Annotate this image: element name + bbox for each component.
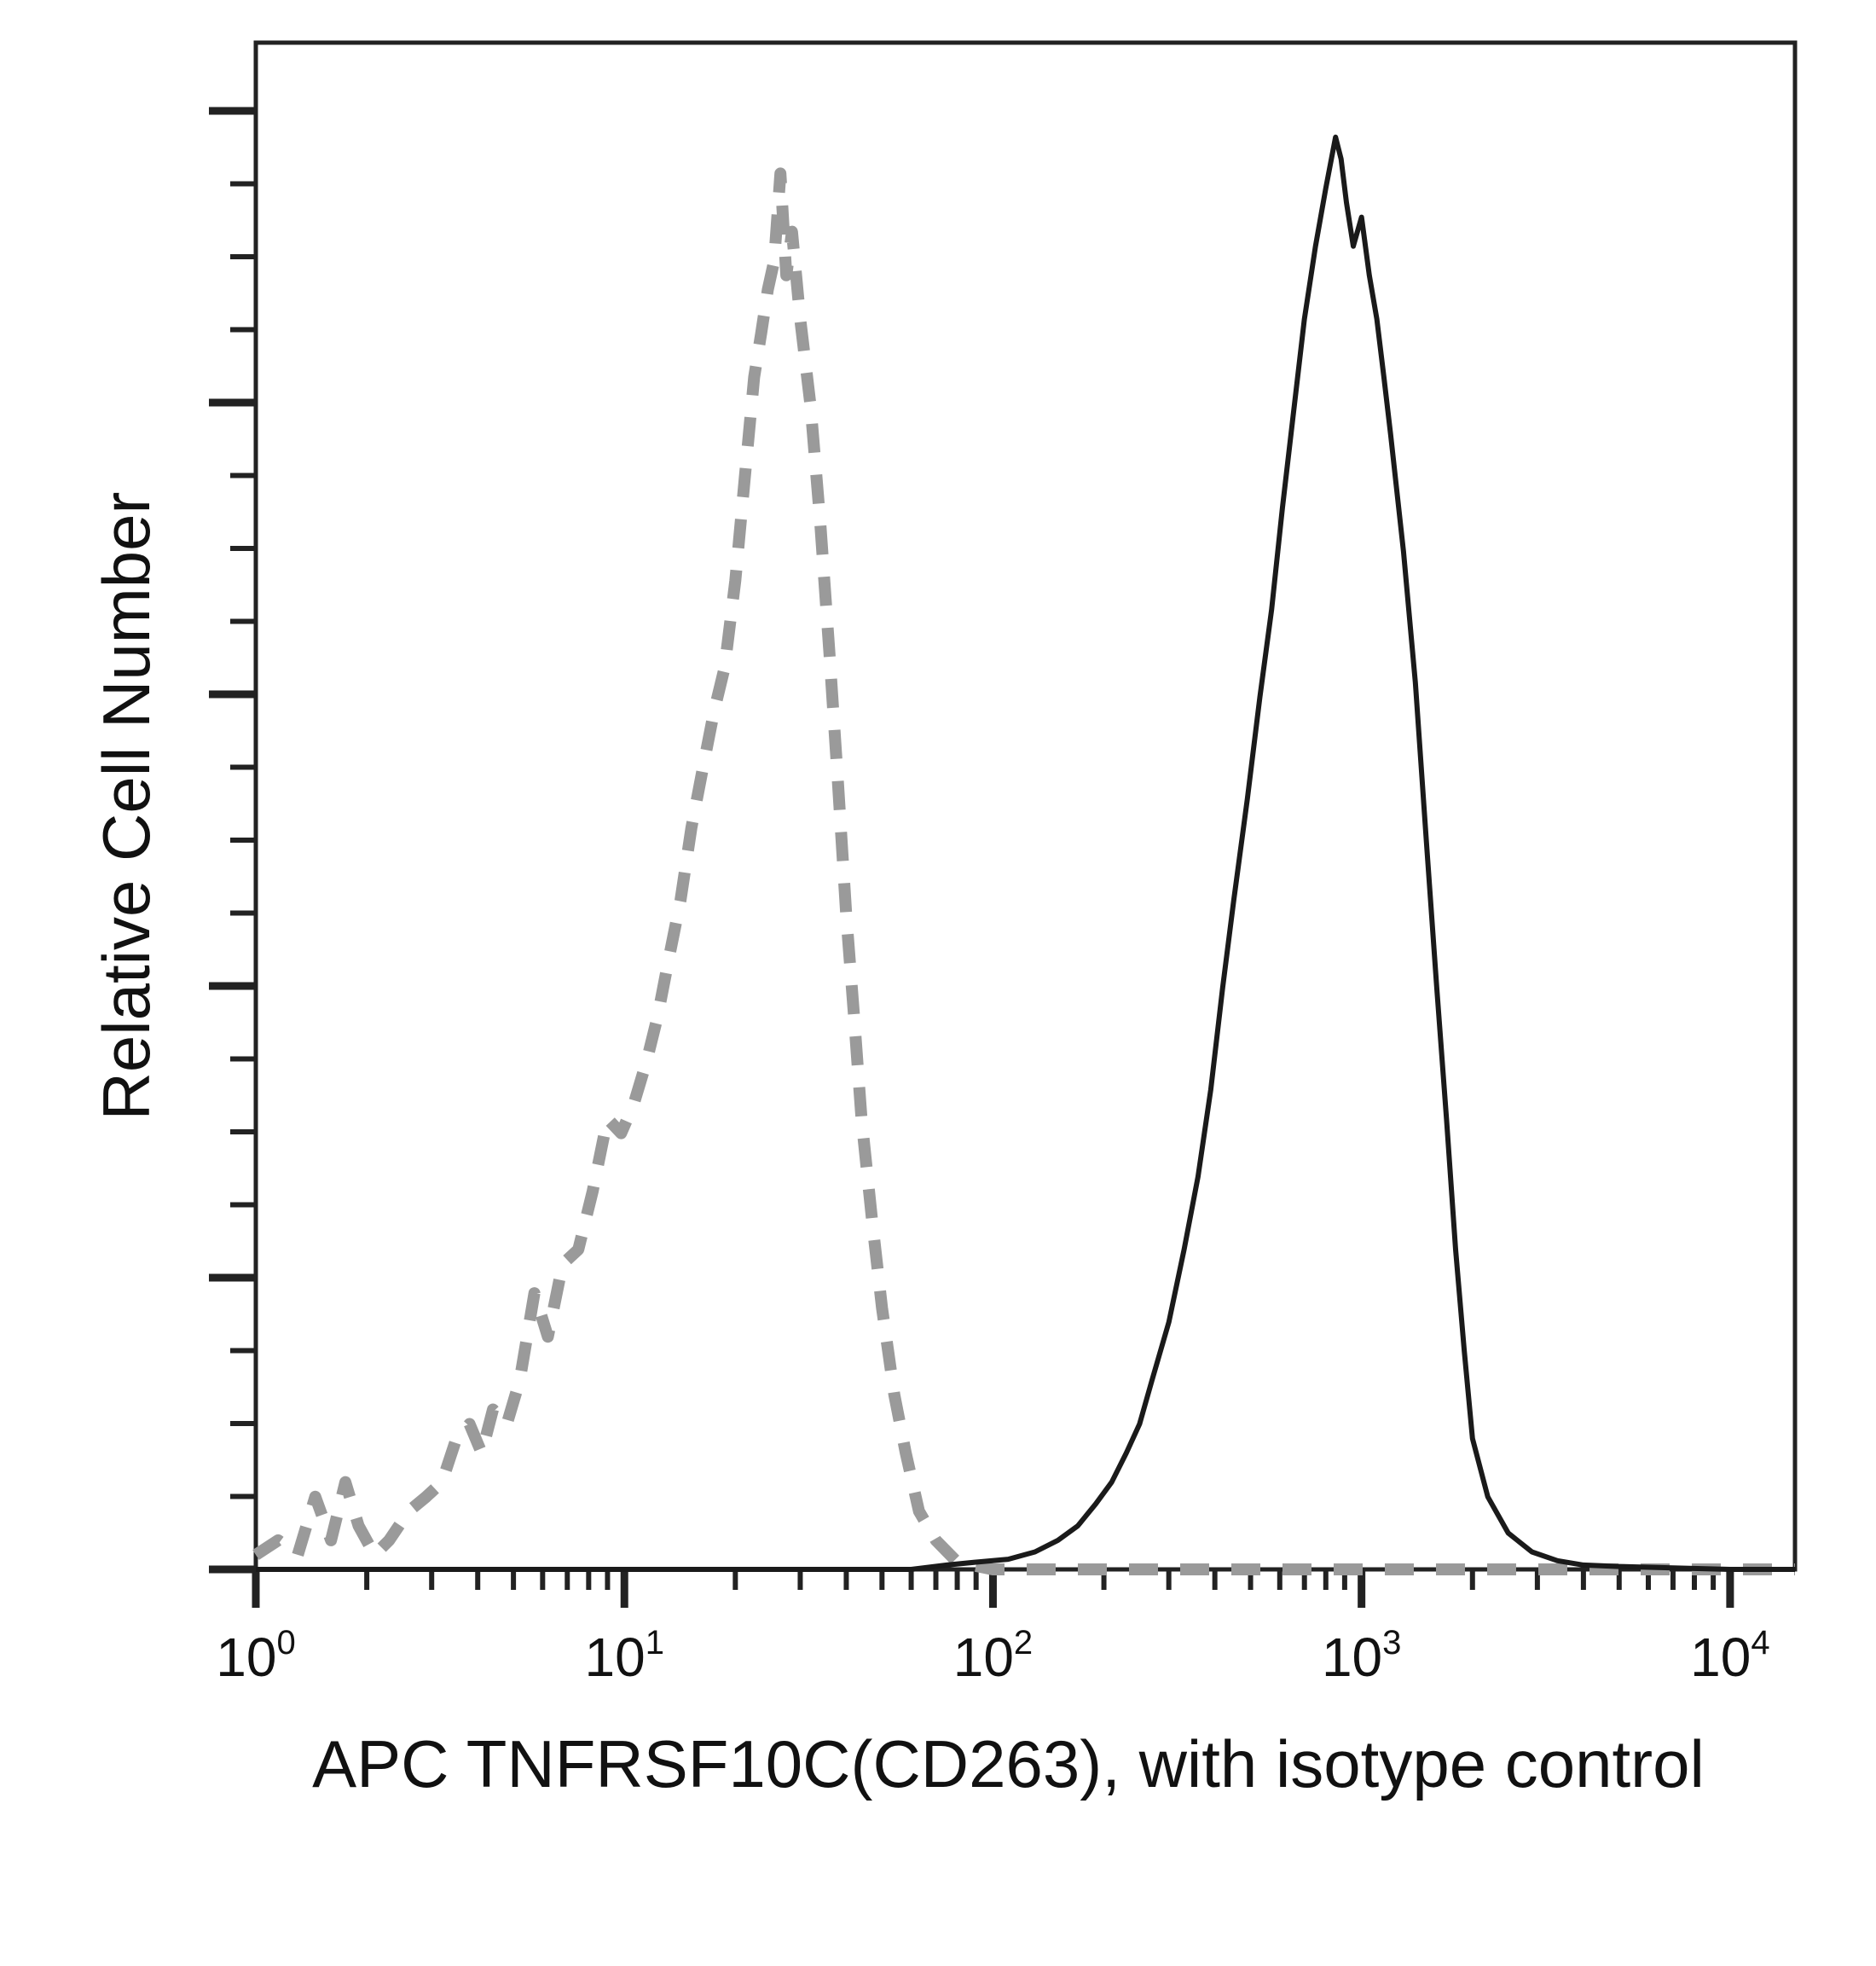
isotype-control-line [252, 167, 1795, 1575]
x-tick-label: 100 [216, 1624, 295, 1688]
x-tick-label: 101 [585, 1624, 664, 1688]
cd263-stained-line [256, 134, 1795, 1572]
plot-frame [253, 40, 1798, 1572]
x-tick-label: 103 [1322, 1624, 1401, 1688]
y-axis-title: Relative Cell Number [89, 492, 164, 1121]
x-axis-title: APC TNFRSF10C(CD263), with isotype contr… [312, 1726, 1705, 1801]
x-tick-label: 102 [953, 1624, 1033, 1688]
series-layer [252, 134, 1795, 1575]
y-axis-ticks [209, 107, 256, 1574]
x-axis-ticks [252, 1569, 1734, 1608]
x-axis-tick-labels: 100 101 102 103 104 [216, 1624, 1769, 1688]
x-tick-label: 104 [1690, 1624, 1769, 1688]
